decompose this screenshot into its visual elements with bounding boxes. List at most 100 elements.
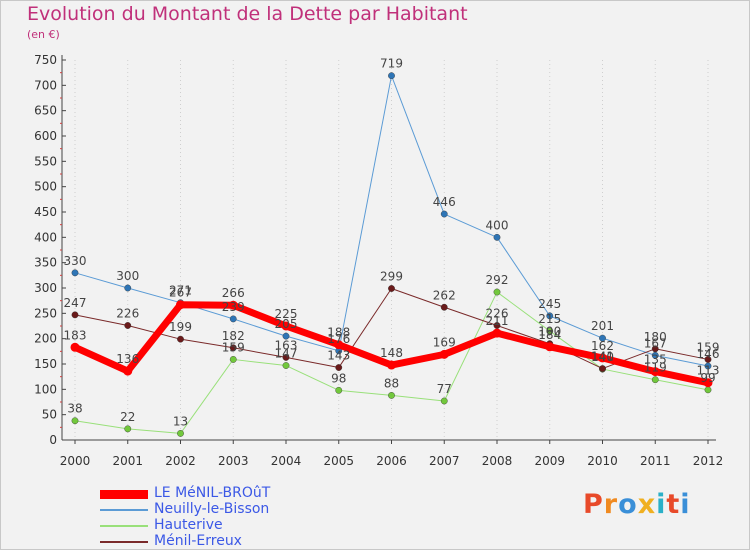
data-label: 262 — [433, 288, 456, 302]
logo-letter: o — [618, 489, 638, 520]
data-point — [546, 312, 554, 320]
data-label: 162 — [591, 339, 614, 353]
data-point — [492, 328, 502, 338]
legend: LE MéNIL-BROûT Neuilly-le-Bisson Hauterive… — [100, 485, 360, 550]
data-point — [229, 344, 237, 352]
y-tick-label: 750 — [34, 53, 57, 67]
data-label: 199 — [169, 320, 192, 334]
data-point — [387, 360, 396, 370]
logo-letter: x — [637, 489, 657, 520]
unit-label: (en €) — [27, 28, 60, 41]
x-tick-label: 2001 — [112, 454, 143, 468]
data-point — [388, 72, 395, 80]
data-label: 183 — [64, 328, 87, 342]
y-tick-label: 100 — [34, 382, 57, 396]
data-label: 159 — [222, 340, 245, 354]
data-label: 113 — [697, 364, 720, 378]
x-tick-label: 2004 — [271, 454, 302, 468]
data-point — [177, 335, 184, 343]
legend-label: Ménil-Erreux — [154, 533, 242, 549]
data-point — [599, 334, 606, 342]
y-tick-label: 550 — [34, 154, 57, 168]
data-point — [493, 233, 501, 241]
x-tick-label: 2000 — [60, 454, 91, 468]
data-label: 211 — [486, 314, 509, 328]
proxiti-logo: Proxiti — [583, 489, 691, 520]
data-point — [599, 365, 606, 372]
data-label: 299 — [380, 270, 403, 284]
data-label: 119 — [644, 361, 667, 375]
data-label: 13 — [173, 414, 188, 428]
data-label: 330 — [64, 254, 87, 268]
data-label: 176 — [327, 332, 350, 346]
data-point — [124, 284, 132, 292]
data-label: 247 — [64, 296, 87, 310]
y-tick-label: 450 — [34, 205, 57, 219]
data-point — [546, 327, 554, 335]
data-label: 169 — [433, 335, 456, 349]
data-point — [335, 364, 343, 371]
data-point — [281, 321, 291, 331]
legend-label: Hauterive — [154, 517, 223, 533]
x-tick-label: 2010 — [587, 454, 618, 468]
y-tick-label: 150 — [34, 357, 57, 371]
data-label: 400 — [486, 218, 509, 232]
y-tick-label: 400 — [34, 230, 57, 244]
data-label: 201 — [591, 319, 614, 333]
y-tick-label: 650 — [34, 104, 57, 118]
y-tick-label: 0 — [49, 433, 57, 447]
data-point — [335, 386, 343, 394]
data-label: 190 — [538, 325, 561, 339]
data-label: 300 — [116, 269, 139, 283]
legend-item: LE MéNIL-BROûT — [100, 485, 360, 502]
data-point — [123, 366, 133, 376]
data-point — [651, 345, 659, 353]
y-tick-label: 700 — [34, 78, 57, 92]
data-point — [282, 362, 290, 369]
y-tick-label: 350 — [34, 256, 57, 270]
x-tick-label: 2007 — [429, 454, 460, 468]
data-label: 226 — [116, 306, 139, 320]
data-label: 98 — [331, 371, 346, 385]
data-label: 146 — [697, 347, 720, 361]
data-point — [228, 300, 238, 310]
data-label: 99 — [700, 371, 715, 385]
data-point — [440, 397, 448, 405]
logo-letter: t — [666, 489, 681, 520]
data-point — [282, 354, 290, 361]
data-label: 182 — [222, 329, 245, 343]
data-point — [703, 378, 713, 388]
x-tick-label: 2002 — [165, 454, 196, 468]
x-tick-label: 2009 — [534, 454, 565, 468]
logo-letter: r — [603, 489, 619, 520]
data-label: 141 — [591, 350, 614, 364]
logo-letter: i — [656, 489, 667, 520]
data-label: 159 — [697, 340, 720, 354]
data-label: 88 — [384, 376, 399, 390]
data-label: 135 — [644, 353, 667, 367]
data-point — [176, 300, 185, 310]
legend-item: Ménil-Erreux — [100, 533, 360, 550]
data-label: 77 — [437, 382, 452, 396]
data-point — [440, 303, 448, 311]
data-label: 446 — [433, 195, 456, 209]
data-label: 22 — [120, 410, 135, 424]
data-label: 226 — [486, 306, 509, 320]
data-label: 188 — [327, 326, 350, 340]
data-point — [545, 342, 555, 352]
y-tick-label: 500 — [34, 180, 57, 194]
data-point — [388, 392, 395, 399]
data-label: 245 — [538, 297, 561, 311]
logo-letter: i — [680, 489, 691, 520]
legend-label: LE MéNIL-BROûT — [154, 485, 271, 501]
data-label: 215 — [538, 312, 561, 326]
legend-item: Neuilly-le-Bisson — [100, 501, 360, 518]
data-point — [282, 332, 290, 340]
data-point — [124, 425, 132, 433]
data-point — [440, 210, 448, 218]
data-point — [704, 386, 712, 394]
data-point — [334, 340, 344, 350]
data-point — [70, 342, 80, 352]
x-tick-label: 2008 — [482, 454, 513, 468]
